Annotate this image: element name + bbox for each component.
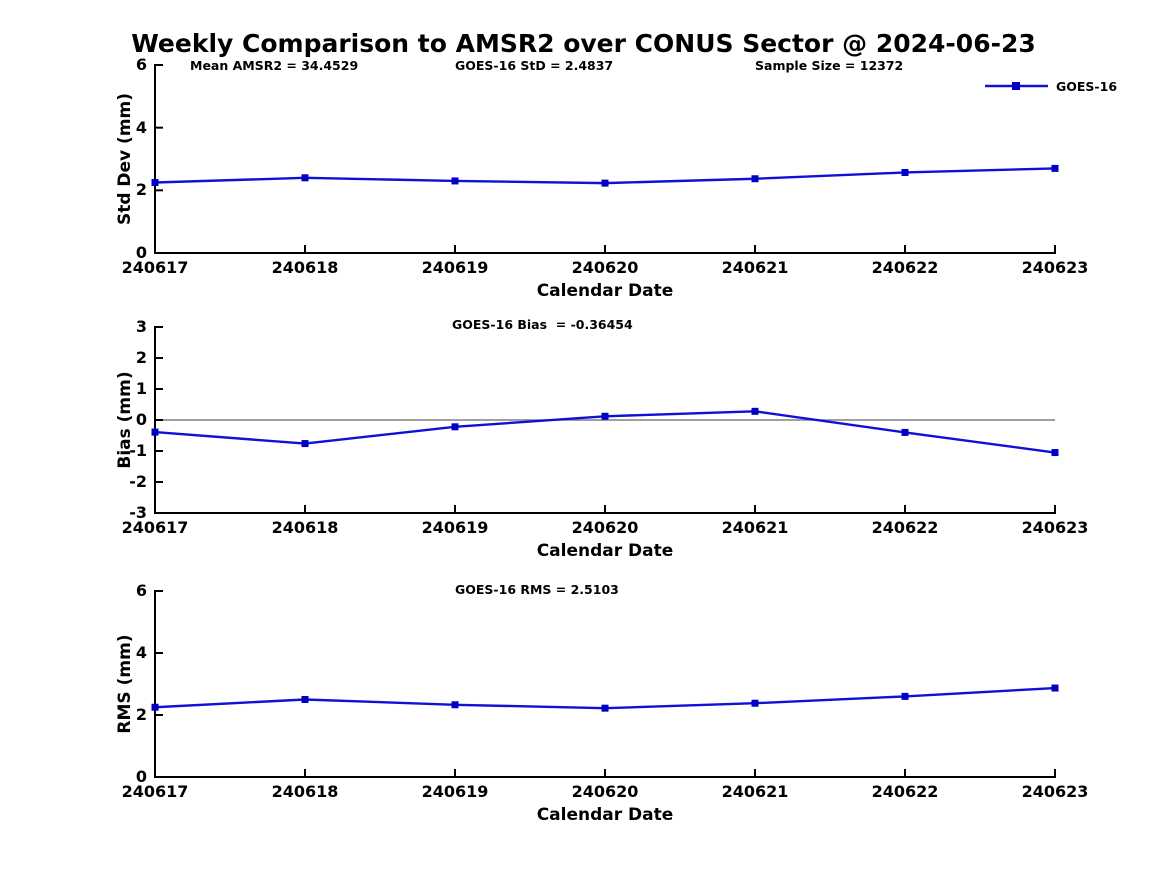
x-tick-label: 240619 [421, 258, 489, 277]
xlabel-panel2: Calendar Date [536, 541, 674, 561]
annotation-mean-amsr2: Mean AMSR2 = 34.4529 [190, 58, 359, 73]
data-point-marker [601, 412, 609, 420]
data-point-marker [751, 175, 759, 183]
x-tick-label: 240622 [871, 258, 939, 277]
x-tick-label: 240621 [721, 518, 789, 537]
ylabel-rms: RMS (mm) [115, 634, 135, 734]
data-point-marker [901, 692, 909, 700]
annotation-sample-size: Sample Size = 12372 [755, 58, 904, 73]
y-tick-label: 4 [135, 117, 147, 137]
x-tick-label: 240623 [1021, 782, 1089, 801]
y-tick-label: 0 [135, 767, 147, 786]
x-tick-label: 240620 [571, 518, 639, 537]
y-tick-label: 3 [135, 317, 147, 336]
data-point-marker [1051, 164, 1059, 172]
annotation-goes16-bias: GOES-16 Bias = -0.36454 [452, 317, 633, 332]
y-tick-label: 1 [135, 379, 147, 398]
y-tick-label: 0 [135, 243, 147, 262]
x-tick-label: 240617 [121, 518, 189, 537]
x-tick-label: 240621 [721, 782, 789, 801]
x-tick-label: 240619 [421, 782, 489, 801]
data-point-marker [151, 179, 159, 186]
x-tick-label: 240617 [121, 782, 189, 801]
legend-label-goes16: GOES-16 [1056, 79, 1118, 94]
data-point-marker [301, 440, 309, 448]
x-tick-label: 240622 [871, 782, 939, 801]
xlabel-panel1: Calendar Date [536, 281, 674, 301]
figure-title: Weekly Comparison to AMSR2 over CONUS Se… [131, 29, 1036, 58]
data-point-marker [301, 696, 309, 703]
data-point-marker [751, 407, 759, 415]
x-tick-label: 240618 [271, 258, 339, 277]
x-tick-label: 240623 [1021, 518, 1089, 537]
y-tick-label: 6 [135, 581, 147, 600]
x-tick-label: 240620 [571, 258, 639, 277]
xlabel-panel3: Calendar Date [536, 805, 674, 825]
x-tick-label: 240622 [871, 518, 939, 537]
y-tick-label: 4 [135, 643, 147, 662]
x-tick-label: 240617 [121, 258, 189, 277]
data-point-marker [1051, 684, 1059, 692]
y-tick-label: 2 [135, 180, 147, 200]
legend-marker-sample [1012, 82, 1020, 90]
data-point-marker [601, 179, 609, 187]
data-point-marker [901, 168, 909, 176]
data-point-marker [1051, 449, 1059, 457]
y-tick-label: 0 [135, 410, 147, 429]
ylabel-std-dev: Std Dev (mm) [115, 92, 135, 226]
y-tick-label: 2 [135, 348, 147, 367]
data-point-marker [451, 423, 459, 431]
y-tick-label: 6 [135, 55, 147, 74]
data-point-marker [451, 177, 459, 185]
data-point-marker [751, 699, 759, 707]
x-tick-label: 240619 [421, 518, 489, 537]
data-point-marker [451, 701, 459, 709]
x-tick-label: 240618 [271, 782, 339, 801]
x-tick-label: 240618 [271, 518, 339, 537]
x-tick-label: 240623 [1021, 258, 1089, 277]
annotation-goes16-std: GOES-16 StD = 2.4837 [455, 58, 614, 73]
data-point-marker [901, 428, 909, 436]
y-tick-label: -1 [129, 441, 147, 460]
data-point-marker [151, 703, 159, 711]
data-point-marker [601, 704, 609, 712]
y-tick-label: -2 [129, 472, 147, 491]
annotation-goes16-rms: GOES-16 RMS = 2.5103 [455, 582, 619, 597]
data-point-marker [151, 428, 159, 436]
y-tick-label: 2 [135, 705, 147, 724]
x-tick-label: 240621 [721, 258, 789, 277]
data-point-marker [301, 174, 309, 182]
x-tick-label: 240620 [571, 782, 639, 801]
y-tick-label: -3 [129, 503, 147, 522]
